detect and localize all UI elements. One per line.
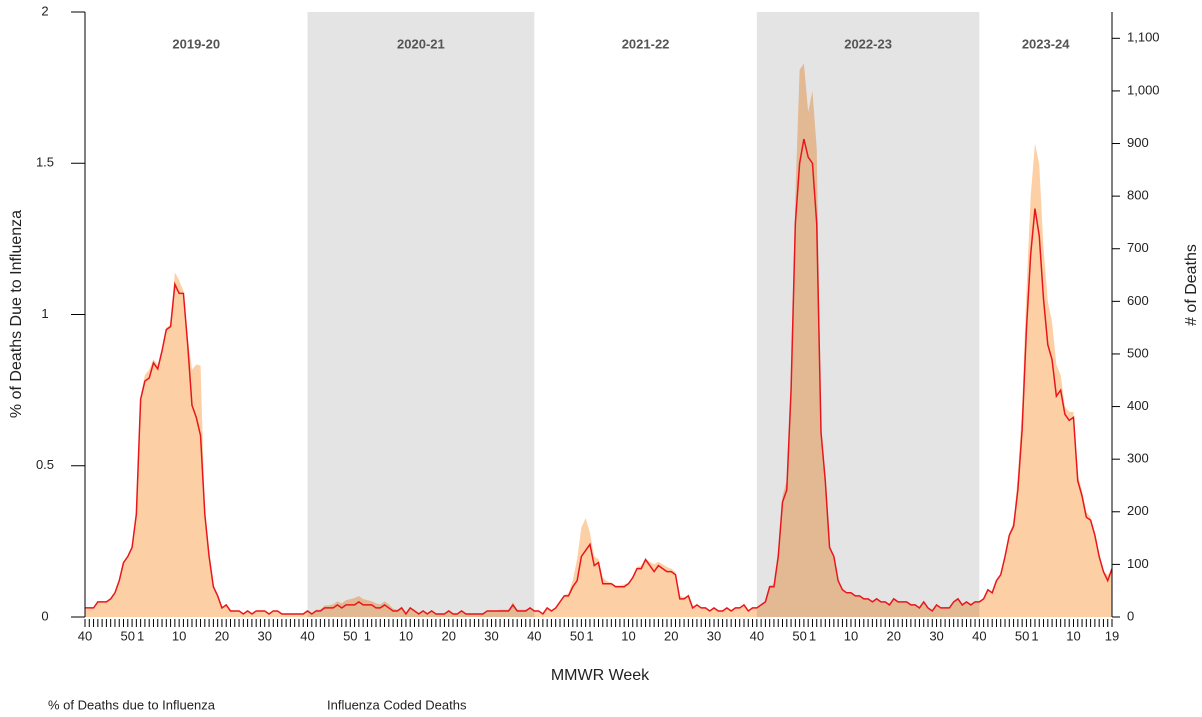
x-tick-label: 10 [621,628,635,643]
y2-tick-label: 700 [1127,240,1149,255]
y2-tick-label: 200 [1127,503,1149,518]
x-tick-label: 40 [972,628,986,643]
x-tick-label: 40 [300,628,314,643]
y2-tick-label: 400 [1127,398,1149,413]
y-tick-label: 1 [41,306,48,321]
season-label: 2019-20 [172,36,220,51]
x-tick-label: 1 [1031,628,1038,643]
y2-tick-label: 300 [1127,451,1149,466]
x-tick-label: 50 [1015,628,1029,643]
legend-label: % of Deaths due to Influenza [48,697,216,712]
season-label: 2021-22 [622,36,670,51]
y-tick-label: 0 [41,608,48,623]
x-tick-label: 20 [215,628,229,643]
season-label: 2022-23 [844,36,892,51]
y2-tick-label: 500 [1127,345,1149,360]
x-tick-label: 50 [792,628,806,643]
y2-tick-label: 900 [1127,135,1149,150]
x-tick-label: 30 [707,628,721,643]
y2-tick-label: 800 [1127,188,1149,203]
x-tick-label: 1 [137,628,144,643]
y2-tick-label: 1,100 [1127,30,1160,45]
x-tick-label: 1 [586,628,593,643]
y2-tick-label: 600 [1127,293,1149,308]
x-tick-label: 1 [809,628,816,643]
x-tick-label: 50 [121,628,135,643]
y-tick-label: 0.5 [36,457,54,472]
x-tick-label: 40 [78,628,92,643]
season-band [307,12,535,617]
x-tick-label: 20 [664,628,678,643]
x-tick-label: 20 [887,628,901,643]
x-tick-label: 10 [172,628,186,643]
x-axis-title: MMWR Week [551,667,650,684]
y-tick-label: 2 [41,3,48,18]
line [85,138,1113,616]
x-tick-label: 30 [484,628,498,643]
y2-tick-label: 1,000 [1127,82,1160,97]
season-label: 2020-21 [397,36,445,51]
legend-label: Influenza Coded Deaths [327,697,467,712]
x-tick-label: 1 [364,628,371,643]
x-tick-label: 50 [343,628,357,643]
y2-axis-title: # of Deaths [1183,244,1200,326]
x-tick-label: 40 [527,628,541,643]
y2-tick-label: 0 [1127,608,1134,623]
x-tick-label: 10 [399,628,413,643]
y2-tick-label: 100 [1127,556,1149,571]
x-tick-label: 50 [570,628,584,643]
area [85,63,1112,618]
x-tick-label: 10 [844,628,858,643]
x-tick-label: 30 [257,628,271,643]
y-tick-label: 1.5 [36,155,54,170]
x-tick-label: 40 [750,628,764,643]
x-tick-label: 20 [441,628,455,643]
x-tick-label: 30 [929,628,943,643]
y-axis-title: % of Deaths Due to Influenza [8,210,25,418]
season-label: 2023-24 [1022,36,1070,51]
x-tick-label: 10 [1066,628,1080,643]
x-tick-label: 19 [1105,628,1119,643]
